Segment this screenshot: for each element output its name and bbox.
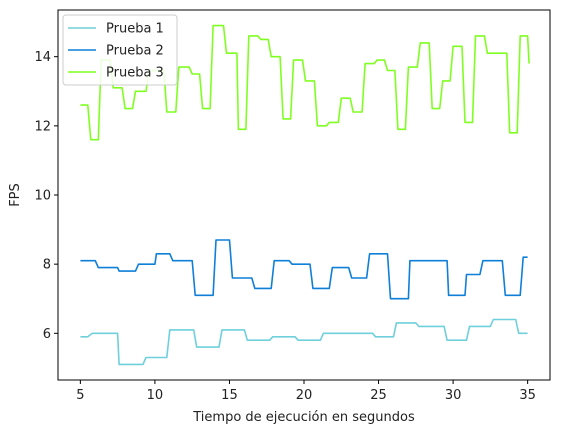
x-tick-label: 30 [445,388,462,403]
legend-box [62,14,178,86]
legend-label-3: Prueba 3 [106,66,164,81]
series-line-2 [80,239,528,300]
legend-label-1: Prueba 1 [106,22,164,37]
x-tick-label: 5 [76,388,84,403]
y-axis-label: FPS [8,183,23,207]
y-tick-label: 8 [43,258,51,273]
x-tick-label: 15 [221,388,238,403]
x-axis-ticks: 5 10 15 20 25 30 35 [76,380,536,403]
y-tick-label: 6 [43,327,51,342]
y-tick-label: 14 [34,50,51,65]
x-tick-label: 20 [296,388,313,403]
legend: Prueba 1 Prueba 2 Prueba 3 [62,14,178,86]
legend-label-2: Prueba 2 [106,44,164,59]
x-tick-label: 10 [147,388,164,403]
series-line-1 [80,318,528,366]
y-tick-label: 12 [34,119,51,134]
x-axis-label: Tiempo de ejecución en segundos [192,410,415,425]
x-tick-label: 25 [370,388,387,403]
y-axis-ticks: 6 8 10 12 14 [34,50,58,342]
x-tick-label: 35 [519,388,536,403]
y-tick-label: 10 [34,189,51,204]
